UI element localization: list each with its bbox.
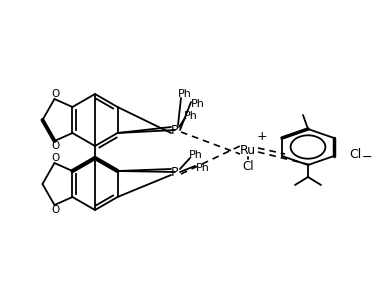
Text: Cl: Cl (242, 159, 254, 172)
Text: −: − (362, 150, 372, 163)
Text: Ph: Ph (196, 163, 210, 173)
Text: O: O (51, 89, 60, 99)
Text: +: + (257, 130, 267, 143)
Text: Ph: Ph (189, 150, 203, 160)
Text: O: O (51, 141, 60, 151)
Text: Cl: Cl (349, 147, 361, 160)
Text: Ph: Ph (178, 89, 192, 99)
Text: Ru: Ru (240, 143, 256, 156)
Text: P: P (171, 165, 179, 178)
Text: P: P (171, 124, 179, 137)
Text: O: O (51, 205, 60, 215)
Text: Ph: Ph (184, 111, 198, 121)
Text: O: O (51, 153, 60, 163)
Text: Ph: Ph (191, 99, 205, 109)
